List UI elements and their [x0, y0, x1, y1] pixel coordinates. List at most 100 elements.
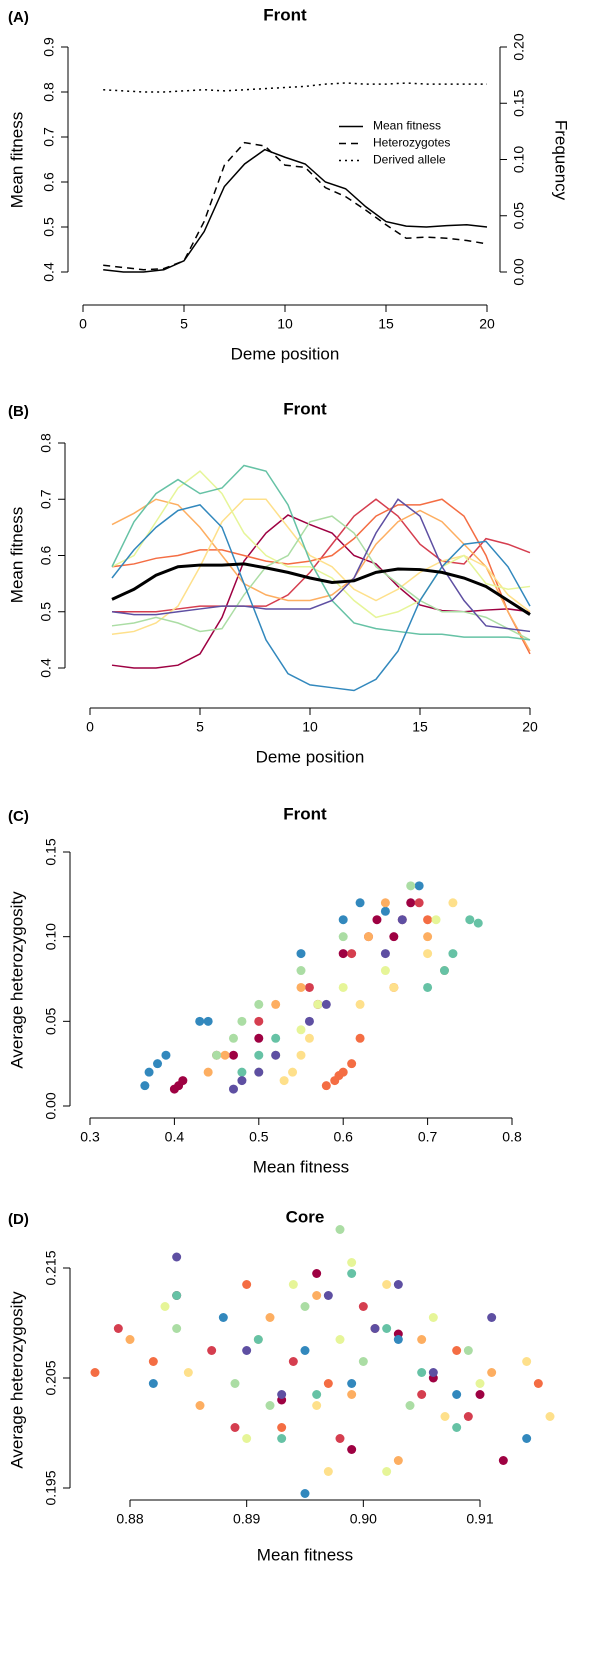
scatter-point: [228, 1084, 238, 1094]
scatter-point: [355, 1033, 365, 1043]
scatter-point: [125, 1335, 135, 1344]
scatter-point: [347, 1258, 357, 1267]
scatter-point: [312, 1291, 322, 1300]
x-tick-label: 20: [522, 719, 538, 735]
scatter-point: [335, 1335, 345, 1344]
scatter-point: [277, 1423, 287, 1432]
line-series: [111, 562, 531, 616]
scatter-point: [389, 932, 399, 942]
x-tick-label: 15: [378, 316, 394, 332]
scatter-point: [148, 1379, 158, 1388]
scatter-point: [355, 999, 365, 1009]
y-axis-title: Average heterozygosity: [7, 1291, 26, 1469]
y-axis-title: Mean fitness: [7, 112, 26, 208]
y-tick-label: 0.7: [41, 127, 57, 147]
scatter-point: [242, 1346, 252, 1355]
y-tick-label: 0.9: [41, 37, 57, 57]
x-tick-label: 0.5: [249, 1129, 269, 1145]
scatter-point: [417, 1335, 427, 1344]
x-axis-title: Mean fitness: [257, 1545, 353, 1564]
scatter-point: [203, 1067, 213, 1077]
scatter-point: [288, 1357, 298, 1366]
y2-tick-label: 0.10: [511, 146, 527, 173]
scatter-point: [452, 1423, 462, 1432]
scatter-point: [254, 1067, 264, 1077]
scatter-point: [279, 1076, 289, 1086]
scatter-point: [440, 1412, 450, 1421]
scatter-point: [153, 1059, 163, 1069]
scatter-point: [338, 915, 348, 925]
scatter-point: [452, 1346, 462, 1355]
chart-title: Front: [283, 804, 327, 823]
scatter-point: [487, 1368, 497, 1377]
scatter-point: [312, 1269, 322, 1278]
scatter-point: [473, 918, 483, 928]
x-axis-title: Deme position: [231, 344, 340, 363]
scatter-point: [522, 1434, 532, 1443]
scatter-point: [358, 1302, 368, 1311]
scatter-point: [312, 1401, 322, 1410]
scatter-point: [237, 1016, 247, 1026]
y-axis-title: Average heterozygosity: [7, 891, 26, 1069]
x-tick-label: 0.88: [116, 1511, 143, 1527]
scatter-point: [417, 1368, 427, 1377]
scatter-point: [323, 1291, 333, 1300]
scatter-point: [212, 1050, 222, 1060]
y-tick-label: 0.195: [43, 1470, 59, 1505]
line-series: [111, 464, 531, 641]
scatter-point: [463, 1412, 473, 1421]
scatter-point: [144, 1067, 154, 1077]
x-tick-label: 20: [479, 316, 495, 332]
scatter-point: [428, 1313, 438, 1322]
x-tick-label: 0: [79, 316, 87, 332]
scatter-point: [423, 915, 433, 925]
y-tick-label: 0.215: [43, 1250, 59, 1285]
legend-label: Heterozygotes: [373, 136, 450, 150]
scatter-point: [382, 1324, 392, 1333]
x-tick-label: 0: [86, 719, 94, 735]
scatter-point: [296, 1025, 306, 1035]
scatter-point: [172, 1291, 182, 1300]
scatter-point: [487, 1313, 497, 1322]
scatter-point: [230, 1379, 240, 1388]
line-series: [103, 82, 487, 93]
scatter-point: [347, 949, 357, 959]
scatter-point: [195, 1016, 205, 1026]
scatter-point: [370, 1324, 380, 1333]
scatter-point: [380, 949, 390, 959]
scatter-point: [90, 1368, 100, 1377]
y-tick-label: 0.7: [38, 489, 54, 509]
x-tick-label: 10: [277, 316, 293, 332]
y-tick-label: 0.10: [43, 923, 59, 950]
scatter-point: [397, 915, 407, 925]
scatter-point: [423, 982, 433, 992]
y-tick-label: 0.05: [43, 1007, 59, 1034]
scatter-point: [113, 1324, 123, 1333]
y-tick-label: 0.4: [41, 262, 57, 282]
scatter-point: [172, 1252, 182, 1262]
scatter-point: [304, 1016, 314, 1026]
scatter-point: [414, 881, 424, 891]
scatter-point: [475, 1379, 485, 1388]
y2-axis-title: Frequency: [552, 120, 571, 201]
scatter-point: [380, 898, 390, 908]
scatter-point: [254, 1016, 264, 1026]
y-tick-label: 0.5: [38, 602, 54, 622]
scatter-point: [448, 949, 458, 959]
scatter-point: [423, 932, 433, 942]
y-tick-label: 0.00: [43, 1092, 59, 1119]
x-axis-title: Mean fitness: [253, 1157, 349, 1176]
scatter-point: [423, 949, 433, 959]
scatter-point: [498, 1456, 508, 1465]
scatter-point: [254, 1033, 264, 1043]
scatter-point: [372, 915, 382, 925]
scatter-point: [237, 1067, 247, 1077]
y2-tick-label: 0.15: [511, 89, 527, 116]
scatter-point: [265, 1313, 275, 1322]
scatter-point: [338, 932, 348, 942]
x-tick-label: 0.3: [80, 1129, 100, 1145]
y-tick-label: 0.205: [43, 1360, 59, 1395]
scatter-point: [242, 1434, 252, 1443]
scatter-point: [406, 898, 416, 908]
scatter-point: [428, 1368, 438, 1377]
